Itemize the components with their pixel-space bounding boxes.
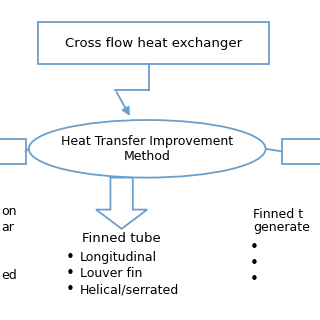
- Text: ed: ed: [2, 269, 17, 282]
- Text: •: •: [250, 241, 259, 255]
- Text: Finned t: Finned t: [253, 208, 303, 221]
- FancyBboxPatch shape: [282, 139, 320, 164]
- Polygon shape: [96, 178, 147, 229]
- Text: generate: generate: [253, 221, 310, 234]
- Ellipse shape: [29, 120, 266, 178]
- Text: •: •: [250, 273, 259, 287]
- Text: •: •: [66, 266, 75, 281]
- Text: Cross flow heat exchanger: Cross flow heat exchanger: [65, 37, 242, 50]
- Text: Longitudinal: Longitudinal: [80, 251, 157, 264]
- Text: ar: ar: [2, 221, 14, 234]
- Text: •: •: [250, 257, 259, 271]
- Text: Finned tube: Finned tube: [82, 232, 161, 245]
- FancyBboxPatch shape: [0, 139, 26, 164]
- Text: •: •: [66, 250, 75, 265]
- Text: •: •: [66, 282, 75, 297]
- Text: on: on: [2, 205, 17, 218]
- FancyBboxPatch shape: [38, 22, 269, 64]
- Text: Helical/serrated: Helical/serrated: [80, 283, 179, 296]
- Text: Louver fin: Louver fin: [80, 267, 142, 280]
- Text: Heat Transfer Improvement
Method: Heat Transfer Improvement Method: [61, 135, 233, 163]
